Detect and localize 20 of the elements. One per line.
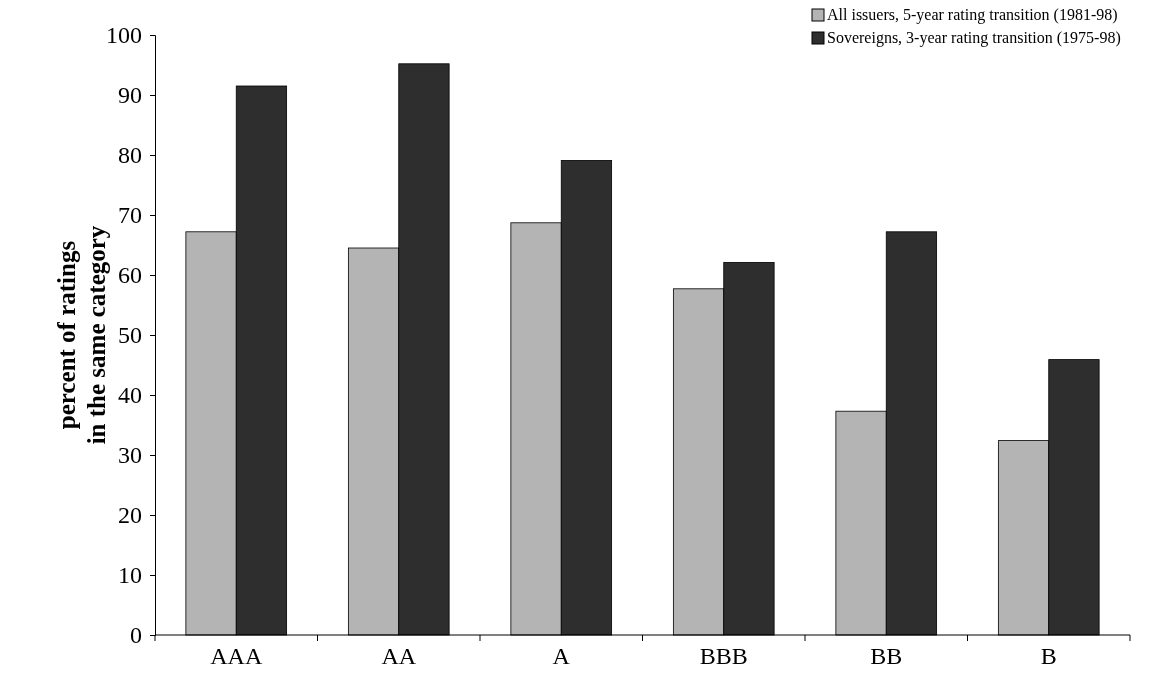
x-tick-label: AAA (210, 643, 263, 670)
y-tick-label: 60 (118, 262, 142, 289)
y-tick-label: 0 (130, 622, 142, 649)
y-tick-label: 80 (118, 142, 142, 169)
y-tick-label: 100 (106, 22, 142, 49)
y-tick-label: 20 (118, 502, 142, 529)
x-tick-label: A (552, 643, 571, 670)
y-tick-label: 90 (118, 82, 142, 109)
y-tick-label: 50 (118, 322, 142, 349)
x-tick-label: BBB (699, 643, 748, 670)
x-tick-label: BB (870, 643, 903, 670)
legend-label: Sovereigns, 3-year rating transition (1975-98) (827, 29, 1121, 47)
y-tick-label: 10 (118, 562, 142, 589)
x-tick-label: B (1040, 643, 1057, 670)
legend-label: All issuers, 5-year rating transition (1981-98) (827, 6, 1118, 24)
y-axis-title: percent of ratings in the same category (53, 225, 110, 445)
y-tick-label: 30 (118, 442, 142, 469)
y-tick-label: 70 (118, 202, 142, 229)
x-tick-label: AA (381, 643, 417, 670)
y-tick-label: 40 (118, 382, 142, 409)
